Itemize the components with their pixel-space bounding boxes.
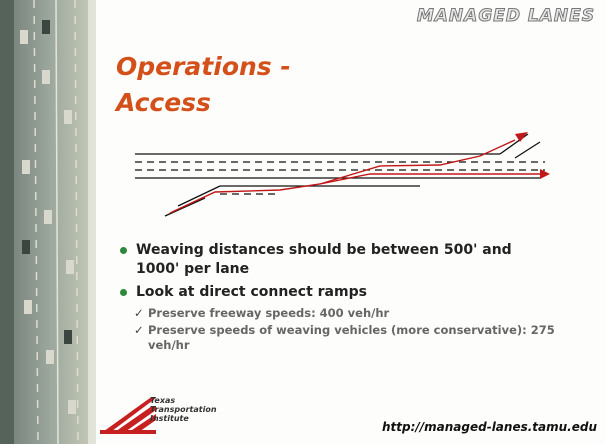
slide: MANAGED LANES Operations - Access Weavin… — [0, 0, 605, 444]
bullet: Look at direct connect ramps — [118, 283, 558, 302]
title-line: Access — [116, 88, 211, 117]
bullet: Weaving distances should be between 500'… — [118, 241, 558, 279]
sub-bullet: Preserve freeway speeds: 400 veh/hr — [118, 306, 558, 321]
logo-text: Texas — [150, 396, 175, 405]
logo-text: Transportation — [150, 405, 217, 414]
title-line: Operations - — [116, 52, 291, 81]
url: http://managed-lanes.tamu.edu — [382, 420, 597, 434]
bullet-list: Weaving distances should be between 500'… — [118, 241, 558, 355]
highway-photo — [0, 0, 96, 444]
logo-text: Institute — [150, 414, 189, 423]
brand: MANAGED LANES — [417, 6, 595, 26]
sub-bullet: Preserve speeds of weaving vehicles (mor… — [118, 323, 558, 353]
weaving-diagram — [120, 118, 560, 223]
